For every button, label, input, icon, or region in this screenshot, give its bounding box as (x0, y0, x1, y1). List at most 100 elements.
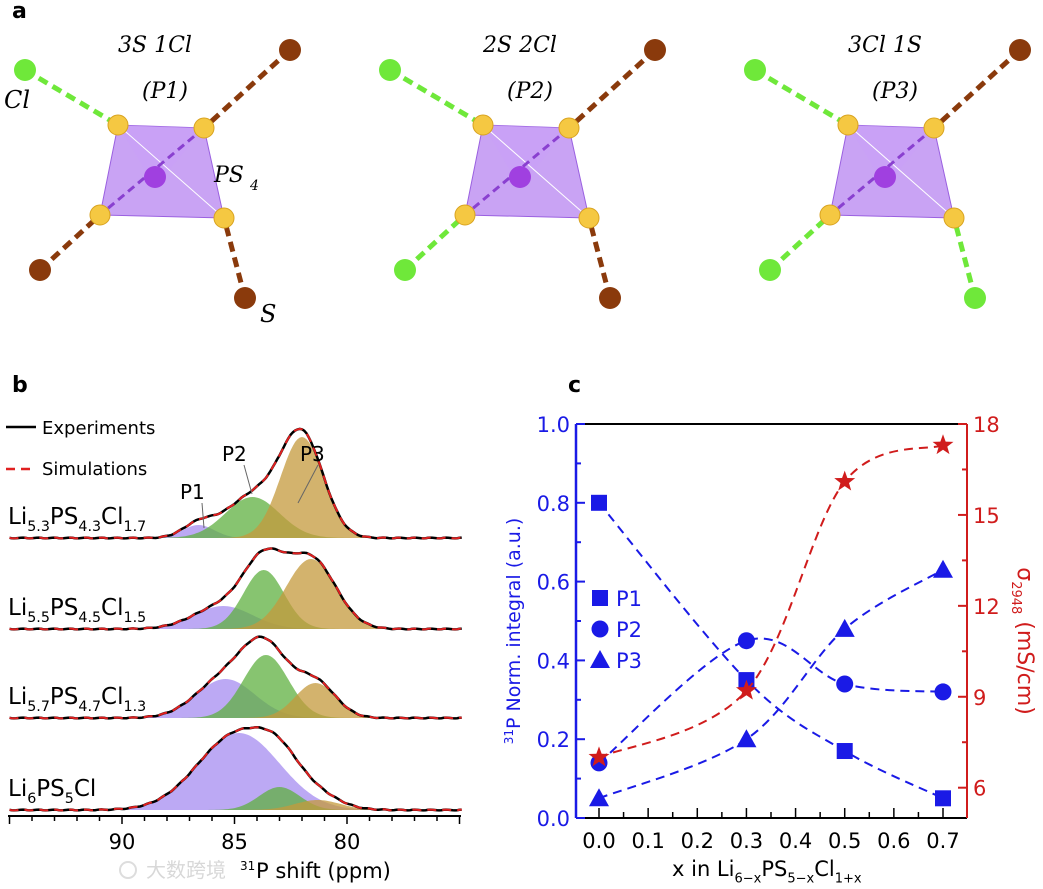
sulfur-atom (943, 207, 965, 229)
spectrum-label-4: Li6PS5Cl (8, 776, 96, 807)
bond-dashed (753, 67, 850, 128)
legend-experiments: Experiments (42, 418, 155, 439)
peak-label-leader (243, 464, 253, 495)
bond-dashed (221, 217, 248, 299)
data-point (934, 683, 952, 701)
data-point (591, 494, 607, 511)
chlorine-atom (744, 59, 766, 81)
data-point (834, 618, 855, 637)
simulation-line (9, 635, 462, 720)
watermark: 大数跨境 (146, 858, 226, 882)
structure-3 (744, 39, 1031, 309)
text-part: Li (8, 776, 27, 802)
tetrahedron-face (118, 125, 204, 187)
peak-label-leader (201, 502, 205, 529)
peak-label: P2 (222, 442, 247, 466)
edge (482, 124, 590, 219)
x-tick-label: 0.1 (631, 829, 664, 853)
y-tick-label: 0.2 (537, 728, 570, 752)
label-ps4: PS (213, 163, 244, 188)
x-axis-label-sup: 31 (240, 859, 255, 873)
bond-dashed (951, 217, 978, 299)
legend-label-p2: P2 (616, 618, 642, 642)
text-part: x in Li (672, 857, 734, 881)
sulfur-atom (644, 39, 666, 61)
component-p3 (9, 559, 462, 629)
phosphorus-atom (144, 166, 166, 188)
x-tick-label: 0.5 (828, 829, 861, 853)
spectrum-label-3: Li5.7PS4.7Cl1.3 (8, 684, 146, 715)
peak-label-leader (297, 464, 319, 504)
subscript: 5−x (787, 871, 814, 886)
series-p3 (589, 559, 953, 807)
legend-marker-p1 (592, 590, 608, 606)
y2-tick-label: 18 (973, 413, 1000, 437)
sulfur-atom (1009, 39, 1031, 61)
peak-label: P1 (180, 480, 205, 504)
x-tick-label: 0.2 (681, 829, 714, 853)
text-part: Cl (101, 684, 123, 710)
simulation-line (9, 547, 462, 631)
chlorine-atom (759, 259, 781, 281)
sulfur-atom (107, 114, 129, 136)
y-axis-label-text: P Norm. integral (a.u.) (503, 518, 525, 729)
y-tick-label: 0.0 (537, 807, 570, 831)
legend-simulations: Simulations (42, 459, 147, 480)
structure-code: (P3) (872, 79, 918, 104)
y-tick-label: 0.4 (537, 649, 570, 673)
subscript: 5.7 (27, 699, 50, 715)
subscript: 1+x (835, 871, 862, 886)
legend-label-p1: P1 (616, 587, 642, 611)
simulation-line (9, 427, 462, 540)
text-part: Cl (74, 776, 96, 802)
sulfur-atom (29, 259, 51, 281)
structure-title: 3Cl 1S (848, 33, 922, 58)
panel-label-c: c (568, 373, 581, 398)
tetrahedron-face (483, 125, 569, 187)
bond-dashed (567, 48, 657, 130)
data-point (735, 679, 757, 700)
legend-marker-p3 (590, 650, 610, 668)
legend-label-p3: P3 (616, 649, 642, 673)
sulfur-atom (234, 287, 256, 309)
data-point (836, 743, 853, 760)
data-point (932, 434, 954, 455)
watermark-logo (119, 861, 137, 879)
subscript: 6−x (734, 871, 761, 886)
x-tick-label: 85 (221, 830, 248, 854)
simulation-line (9, 726, 462, 812)
spectrum-4 (9, 725, 462, 812)
bond-dashed (768, 213, 832, 272)
bond-dashed (38, 213, 102, 272)
sulfur-atom (454, 204, 476, 226)
subscript: 5 (65, 791, 74, 807)
structure-1 (14, 39, 301, 309)
data-point (836, 675, 854, 693)
sulfur-atom (193, 117, 215, 139)
sulfur-atom (558, 117, 580, 139)
data-point (588, 746, 610, 767)
x-tick-label: 0.7 (926, 829, 959, 853)
chlorine-atom (14, 59, 36, 81)
spectrum-label-2: Li5.5PS4.5Cl1.5 (8, 595, 146, 626)
x-tick-label: 0.4 (779, 829, 812, 853)
x-tick-label: 0.3 (730, 829, 763, 853)
text-part: PS (50, 684, 78, 710)
subscript: 1.3 (124, 699, 147, 715)
structure-title: 3S 1Cl (118, 33, 192, 58)
text-part: Li (8, 684, 27, 710)
sulfur-atom (837, 114, 859, 136)
sulfur-atom (923, 117, 945, 139)
y2-tick-label: 9 (973, 686, 986, 710)
label-s: S (260, 300, 276, 328)
sulfur-atom (599, 287, 621, 309)
subscript: 4.5 (78, 610, 101, 626)
spectrum-1 (9, 427, 462, 540)
x-tick-label: 0.6 (877, 829, 910, 853)
series-p2 (590, 632, 952, 772)
chlorine-atom (379, 59, 401, 81)
panel-label-a: a (12, 0, 27, 24)
panel-label-b: b (12, 373, 28, 398)
subscript: 1.5 (124, 610, 147, 626)
x-tick-label: 90 (109, 830, 136, 854)
